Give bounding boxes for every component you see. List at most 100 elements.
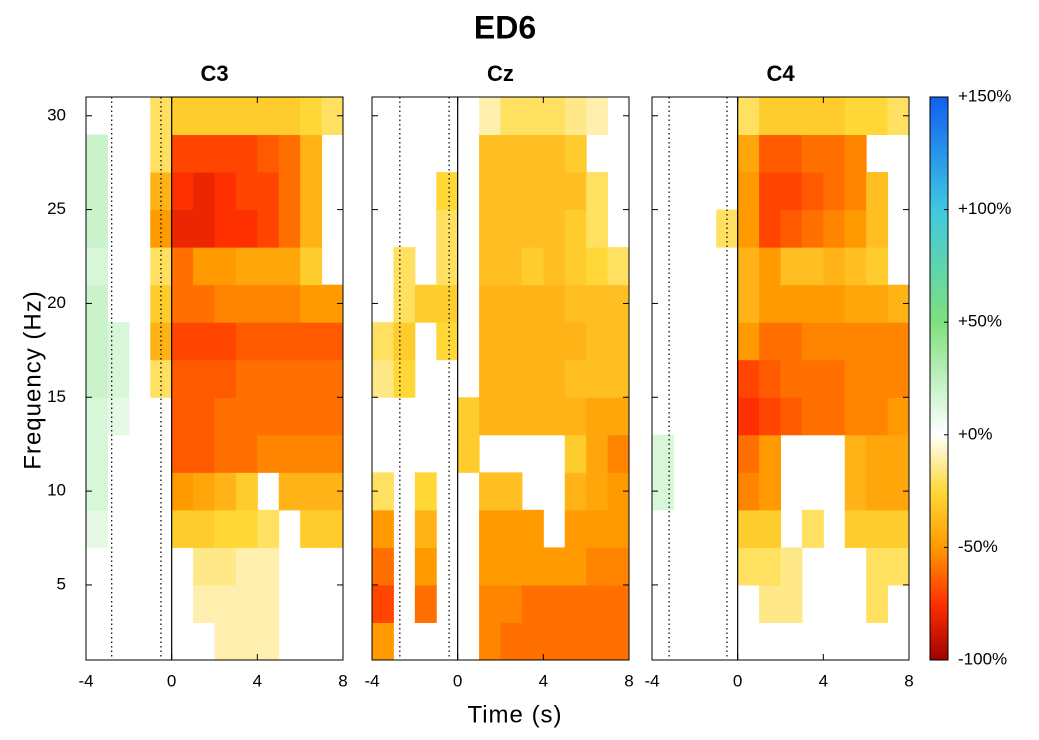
heat-cell — [172, 397, 194, 435]
heat-cell — [565, 472, 587, 510]
heat-cell — [781, 547, 803, 585]
y-tick-label: 15 — [47, 387, 66, 406]
heat-cell — [522, 210, 544, 248]
heat-cell — [279, 397, 301, 435]
heat-cell — [802, 135, 824, 173]
heat-cell — [543, 547, 565, 585]
heat-cell — [738, 547, 760, 585]
heat-cell — [608, 510, 630, 548]
heat-cell — [436, 322, 458, 360]
heat-cell — [501, 322, 523, 360]
heat-cell — [738, 397, 760, 435]
colorbar-tick-label: +0% — [958, 424, 993, 443]
heat-cell — [193, 360, 215, 398]
x-tick-label: 4 — [539, 671, 548, 690]
heat-cell — [522, 172, 544, 210]
heat-cell — [172, 510, 194, 548]
heat-cell — [823, 322, 845, 360]
heat-cell — [781, 210, 803, 248]
heat-cell — [652, 435, 674, 473]
heat-cell — [150, 247, 172, 285]
heat-cell — [759, 97, 781, 135]
heat-cell — [866, 285, 888, 323]
heat-cell — [172, 247, 194, 285]
panel-title: C3 — [200, 61, 228, 86]
heat-cell — [479, 135, 501, 173]
heat-cell — [586, 97, 608, 135]
heat-cell — [522, 547, 544, 585]
heat-cell — [236, 172, 258, 210]
heat-cell — [257, 435, 279, 473]
y-axis-label: Frequency (Hz) — [19, 290, 46, 469]
heat-cell — [586, 360, 608, 398]
heat-cell — [107, 397, 129, 435]
heat-cell — [436, 172, 458, 210]
heat-cell — [236, 135, 258, 173]
heat-cell — [458, 397, 480, 435]
heat-cell — [543, 285, 565, 323]
heat-cell — [257, 510, 279, 548]
heat-cell — [845, 360, 867, 398]
heat-cell — [279, 247, 301, 285]
heat-cell — [86, 172, 108, 210]
heat-cell — [845, 172, 867, 210]
heat-cell — [802, 285, 824, 323]
heat-cell — [565, 210, 587, 248]
heat-cell — [738, 247, 760, 285]
heat-cell — [565, 247, 587, 285]
heat-cell — [372, 585, 394, 623]
heat-cell — [543, 397, 565, 435]
heat-cell — [845, 397, 867, 435]
heat-cell — [479, 322, 501, 360]
heat-cell — [543, 360, 565, 398]
heat-cell — [193, 247, 215, 285]
heat-cell — [738, 510, 760, 548]
heat-cell — [415, 472, 437, 510]
heat-cell — [86, 247, 108, 285]
heat-cell — [172, 285, 194, 323]
heat-cell — [759, 360, 781, 398]
heat-cell — [279, 210, 301, 248]
heat-cell — [586, 472, 608, 510]
heat-cell — [257, 172, 279, 210]
heat-cell — [543, 172, 565, 210]
heat-cell — [738, 210, 760, 248]
heat-cell — [479, 585, 501, 623]
heat-cell — [845, 285, 867, 323]
heat-cell — [501, 397, 523, 435]
heat-cell — [845, 510, 867, 548]
heat-cell — [759, 547, 781, 585]
heat-cell — [257, 397, 279, 435]
heat-cell — [845, 472, 867, 510]
heat-cell — [322, 435, 344, 473]
heat-cell — [823, 172, 845, 210]
heat-cell — [738, 360, 760, 398]
heat-cell — [215, 172, 237, 210]
heat-cell — [236, 622, 258, 660]
heat-cell — [522, 322, 544, 360]
heat-cell — [236, 472, 258, 510]
heat-cell — [193, 585, 215, 623]
heat-cell — [172, 97, 194, 135]
heat-cell — [393, 285, 415, 323]
x-tick-label: -4 — [364, 671, 379, 690]
heat-cell — [215, 585, 237, 623]
heat-cell — [565, 435, 587, 473]
heat-cell — [193, 135, 215, 173]
heat-cell — [781, 247, 803, 285]
heat-cell — [215, 510, 237, 548]
y-tick-label: 20 — [47, 293, 66, 312]
heat-cell — [479, 397, 501, 435]
heat-cell — [436, 247, 458, 285]
heat-cell — [86, 210, 108, 248]
heat-cell — [479, 172, 501, 210]
heat-cell — [823, 135, 845, 173]
x-tick-label: -4 — [644, 671, 659, 690]
heat-cell — [501, 547, 523, 585]
heat-cell — [501, 135, 523, 173]
heat-cell — [193, 322, 215, 360]
heat-cell — [150, 172, 172, 210]
heat-cell — [565, 97, 587, 135]
x-tick-label: 0 — [167, 671, 176, 690]
